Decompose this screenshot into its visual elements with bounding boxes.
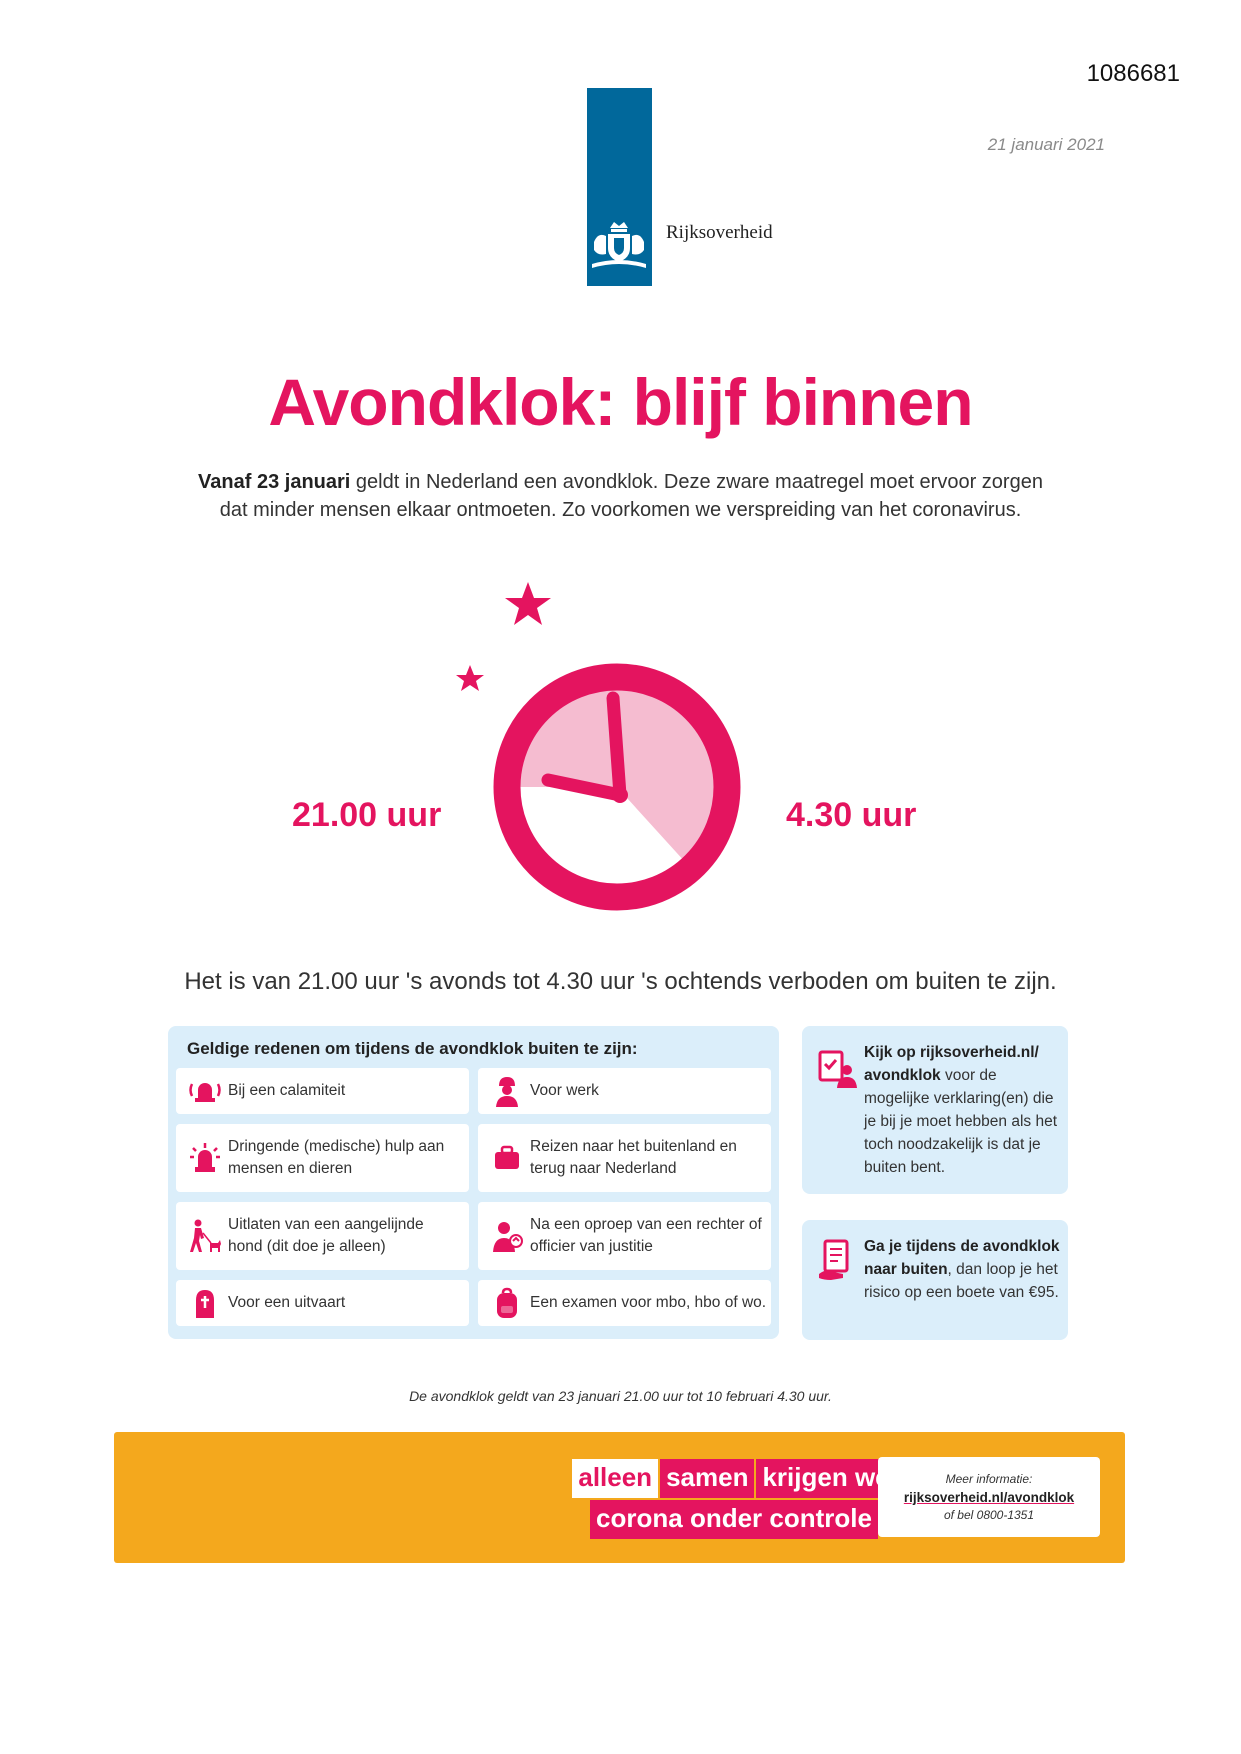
slogan-word-alleen: alleen xyxy=(572,1459,659,1498)
reason-text: Een examen voor mbo, hbo of wo. xyxy=(530,1294,767,1311)
valid-reasons-panel: Geldige redenen om tijdens de avondklok … xyxy=(168,1026,779,1339)
start-time: 21.00 uur xyxy=(292,796,442,834)
suitcase-icon xyxy=(495,1145,519,1169)
end-time: 4.30 uur xyxy=(786,796,917,834)
slogan-word-samen: samen xyxy=(660,1459,755,1498)
backpack-icon xyxy=(497,1287,517,1318)
valid-reasons-title: Geldige redenen om tijdens de avondklok … xyxy=(187,1039,638,1058)
page-title: Avondklok: blijf binnen xyxy=(268,365,973,439)
declaration-info-box: Kijk op rijksoverheid.nl/ avondklok voor… xyxy=(802,1026,1068,1194)
declaration-info-rest: voor de mogelijke verklaring(en) die je … xyxy=(864,1067,1058,1176)
more-info-box: Meer informatie: rijksoverheid.nl/avondk… xyxy=(878,1457,1100,1537)
slogan-word-krijgen-we: krijgen we xyxy=(756,1459,896,1498)
dog-walker-icon xyxy=(190,1219,221,1252)
document-number: 1086681 xyxy=(1086,60,1180,87)
reason-line1: Reizen naar het buitenland en xyxy=(530,1138,737,1155)
ambulance-light-icon xyxy=(190,1143,220,1172)
funeral-icon xyxy=(196,1290,214,1318)
intro-line2: dat minder mensen elkaar ontmoeten. Zo v… xyxy=(219,499,1022,521)
fine-info-box: Ga je tijdens de avondklok naar buiten, … xyxy=(802,1220,1068,1340)
curfew-statement: Het is van 21.00 uur 's avonds tot 4.30 … xyxy=(184,968,1057,995)
slogan-row-1: alleen samen krijgen we xyxy=(464,1459,1004,1500)
reason-text: Voor werk xyxy=(530,1082,599,1099)
document-date: 21 januari 2021 xyxy=(987,135,1105,154)
checklist-person-icon xyxy=(818,1050,857,1088)
reason-card-exam: Een examen voor mbo, hbo of wo. xyxy=(478,1280,771,1326)
fine-info-rest: , dan loop je het risico op een boete va… xyxy=(864,1261,1059,1301)
moon-icon xyxy=(722,587,787,676)
reason-card-work: Voor werk xyxy=(478,1068,771,1114)
declaration-info-bold: Kijk op rijksoverheid.nl/ avondklok xyxy=(864,1044,1039,1084)
fine-info-bold: Ga je tijdens de avondklok naar buiten xyxy=(864,1238,1060,1278)
reason-line1: Na een oproep van een rechter of xyxy=(530,1216,762,1233)
reason-text: Na een oproep van een rechter of officie… xyxy=(530,1214,762,1258)
more-info-url[interactable]: rijksoverheid.nl/avondklok xyxy=(903,1490,1075,1505)
alarm-icon xyxy=(189,1083,221,1102)
logo-bar xyxy=(587,88,652,286)
reason-line2: mensen en dieren xyxy=(228,1160,353,1177)
slogan-banner: alleen samen krijgen we corona onder contr… xyxy=(114,1432,1125,1563)
reason-card-funeral: Voor een uitvaart xyxy=(176,1280,469,1326)
star-small-icon xyxy=(456,665,484,691)
reason-text: Dringende (medische) hulp aan mensen en … xyxy=(228,1136,444,1180)
reason-text: Reizen naar het buitenland en terug naar… xyxy=(530,1136,737,1180)
slogan-row-2: corona onder controle xyxy=(464,1500,1004,1541)
star-large-icon xyxy=(505,582,551,625)
reason-card-judge: Na een oproep van een rechter of officie… xyxy=(478,1202,771,1270)
reason-line1: Dringende (medische) hulp aan xyxy=(228,1138,445,1155)
clock-hour-hand xyxy=(606,691,627,802)
slogan: alleen samen krijgen we corona onder contr… xyxy=(464,1459,1004,1541)
logo-text: Rijksoverheid xyxy=(666,222,773,243)
intro-bold: Vanaf 23 januari xyxy=(198,471,351,493)
reason-card-calamity: Bij een calamiteit xyxy=(176,1068,469,1114)
reason-line2: hond (dit doe je alleen) xyxy=(228,1238,386,1255)
clock-illustration xyxy=(456,582,787,911)
reason-text: Voor een uitvaart xyxy=(228,1294,346,1311)
reason-line2: terug naar Nederland xyxy=(530,1160,677,1177)
reason-text: Bij een calamiteit xyxy=(228,1082,346,1099)
intro-text: Vanaf 23 januari geldt in Nederland een … xyxy=(160,468,1081,524)
slogan-word-corona: corona onder controle xyxy=(590,1500,878,1539)
more-info-label: Meer informatie: xyxy=(945,1472,1033,1486)
crest-icon xyxy=(592,222,646,268)
judge-icon xyxy=(493,1222,523,1252)
fine-document-icon xyxy=(819,1239,849,1280)
reason-text: Uitlaten van een aangelijnde hond (dit d… xyxy=(228,1214,424,1258)
reason-card-travel: Reizen naar het buitenland en terug naar… xyxy=(478,1124,771,1192)
reason-card-dog: Uitlaten van een aangelijnde hond (dit d… xyxy=(176,1202,469,1270)
reason-line2: officier van justitie xyxy=(530,1238,653,1255)
worker-icon xyxy=(496,1077,518,1107)
declaration-info-text: Kijk op rijksoverheid.nl/ avondklok voor… xyxy=(864,1041,1062,1179)
fine-info-text: Ga je tijdens de avondklok naar buiten, … xyxy=(864,1235,1062,1304)
validity-footnote: De avondklok geldt van 23 januari 21.00 … xyxy=(409,1388,832,1404)
intro-line1: geldt in Nederland een avondklok. Deze z… xyxy=(350,471,1043,493)
more-info-phone: of bel 0800-1351 xyxy=(943,1508,1035,1522)
reason-line1: Uitlaten van een aangelijnde xyxy=(228,1216,424,1233)
clock-minute-hand xyxy=(541,773,627,802)
reason-card-medical: Dringende (medische) hulp aan mensen en … xyxy=(176,1124,469,1192)
